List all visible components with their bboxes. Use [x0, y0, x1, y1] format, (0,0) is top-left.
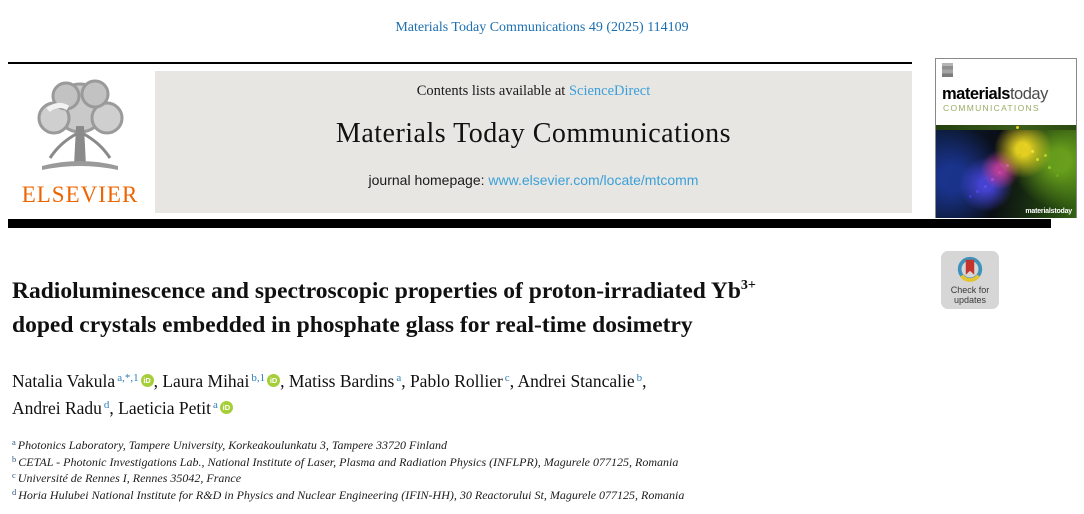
author: Laura Mihai b,1 iD,: [162, 371, 288, 391]
cover-band-dot: [1015, 126, 1019, 129]
affiliation-line: a Photonics Laboratory, Tampere Universit…: [12, 437, 1012, 454]
contents-line: Contents lists available at ScienceDirec…: [155, 83, 912, 100]
author-affil-sup: a: [212, 399, 218, 411]
affiliation-line: c Université de Rennes I, Rennes 35042, F…: [12, 470, 1012, 487]
author-affil-sup: a,*,1: [117, 372, 139, 384]
author-name: Andrei Radu: [12, 398, 102, 418]
badge-label: Check for updates: [941, 285, 999, 305]
author-separator: ,: [509, 371, 518, 391]
author-affil-sup: d: [103, 399, 110, 411]
title-superscript: 3+: [740, 278, 756, 293]
author-name: Andrei Stancalie: [517, 371, 635, 391]
author-separator: ,: [642, 371, 647, 391]
journal-ref: Materials Today Communications 49 (2025)…: [395, 20, 689, 35]
homepage-line: journal homepage: www.elsevier.com/locat…: [155, 172, 912, 188]
cover-brand-light: today: [1009, 85, 1048, 103]
article-title-part1: Radioluminescence and spectroscopic prop…: [12, 278, 741, 304]
cover-brand: materialstoday: [942, 85, 1048, 103]
orcid-icon[interactable]: iD: [267, 374, 281, 387]
affiliation-marker: b: [12, 453, 17, 464]
author: Laeticia Petit a iD: [118, 398, 233, 418]
cover-band: [936, 125, 1076, 130]
affiliation-marker: c: [12, 470, 16, 480]
cover-brand-bold: materials: [942, 85, 1010, 103]
authors-line: Natalia Vakula a,*,1 iD, Laura Mihai b,1 iD,…: [12, 368, 942, 422]
orcid-icon[interactable]: iD: [140, 374, 154, 387]
journal-cover-thumbnail[interactable]: materialstoday COMMUNICATIONS materialst…: [935, 58, 1077, 218]
article-title-part2: doped crystals embedded in phosphate gla…: [12, 312, 693, 338]
affiliation-text: Horia Hulubei National Institute for R&D…: [18, 487, 685, 502]
elsevier-mini-mark-icon: [942, 63, 953, 77]
elsevier-logo[interactable]: ELSEVIER: [10, 70, 150, 214]
author-name: Matiss Bardins: [288, 371, 395, 391]
cover-image: materialstoday: [936, 130, 1076, 218]
journal-header-banner: Contents lists available at ScienceDirec…: [155, 71, 912, 213]
affiliation-marker: a: [12, 437, 16, 447]
cover-subtitle: COMMUNICATIONS: [943, 103, 1040, 113]
author-affil-sup: c: [504, 372, 510, 384]
affiliation-marker: d: [12, 486, 17, 497]
header-divider-bar: [8, 219, 1051, 228]
article-title: Radioluminescence and spectroscopic prop…: [12, 274, 947, 342]
author-affil-sup: b,1: [251, 372, 266, 384]
author-name: Pablo Rollier: [409, 371, 503, 391]
journal-title: Materials Today Communications: [335, 118, 732, 149]
affiliations: a Photonics Laboratory, Tampere Universit…: [12, 437, 1012, 503]
author: Andrei Radu d,: [12, 398, 118, 418]
author-separator: ,: [401, 371, 410, 391]
affiliation-line: d Horia Hulubei National Institute for R&…: [12, 487, 1012, 504]
author: Andrei Stancalie b,: [517, 371, 646, 391]
elsevier-wordmark: ELSEVIER: [21, 182, 139, 207]
header-top-rule: [8, 62, 912, 64]
affiliation-text: Photonics Laboratory, Tampere University…: [17, 438, 447, 452]
affiliation-line: b CETAL - Photonic Investigations Lab., N…: [12, 454, 1012, 471]
cover-footer-brand: materialstoday: [1025, 208, 1072, 215]
homepage-link[interactable]: www.elsevier.com/locate/mtcomm: [488, 172, 699, 188]
author-name: Laeticia Petit: [118, 398, 211, 418]
sciencedirect-link[interactable]: ScienceDirect: [568, 83, 651, 99]
crossmark-icon: [957, 256, 983, 282]
contents-prefix: Contents lists available at: [416, 83, 569, 99]
affiliation-text: Université de Rennes I, Rennes 35042, Fr…: [17, 471, 242, 485]
cover-molecule-dots: [936, 130, 939, 133]
author-separator: ,: [280, 371, 289, 391]
author-affil-sup: b: [636, 372, 643, 384]
badge-label-line1: Check for: [950, 285, 990, 295]
author-separator: ,: [109, 398, 119, 418]
author: Natalia Vakula a,*,1 iD,: [12, 371, 162, 391]
author-affil-sup: a: [396, 372, 402, 384]
author: Pablo Rollier c,: [410, 371, 518, 391]
elsevier-tree-icon: [37, 79, 124, 170]
homepage-prefix: journal homepage:: [368, 172, 489, 188]
check-updates-badge[interactable]: Check for updates: [941, 251, 999, 309]
affiliation-text: CETAL - Photonic Investigations Lab., Na…: [18, 454, 679, 469]
author: Matiss Bardins a,: [289, 371, 410, 391]
badge-label-line2: updates: [953, 295, 987, 305]
author-name: Natalia Vakula: [12, 371, 116, 391]
orcid-icon[interactable]: iD: [219, 401, 233, 414]
author-separator: ,: [153, 371, 163, 391]
author-name: Laura Mihai: [162, 371, 250, 391]
